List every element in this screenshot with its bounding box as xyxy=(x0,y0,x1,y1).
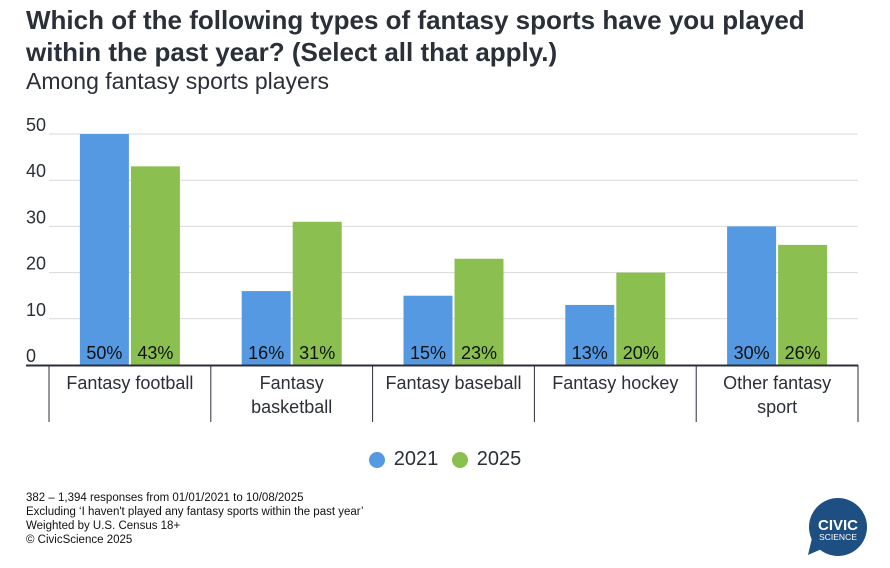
bar-2025-1 xyxy=(292,221,342,365)
x-tick-label-1-line1: basketball xyxy=(251,397,332,417)
gridlines xyxy=(49,133,858,320)
legend-item-2025[interactable]: 2025 xyxy=(451,448,522,471)
y-tick-label-20: 20 xyxy=(26,254,46,274)
bars xyxy=(79,134,828,365)
bar-2025-3 xyxy=(616,272,666,365)
bar-label-2025-4: 26% xyxy=(785,343,821,363)
bar-2021-2 xyxy=(403,295,453,365)
y-tick-label-50: 50 xyxy=(26,115,46,135)
bar-label-2025-3: 20% xyxy=(623,343,659,363)
x-axis: Fantasy football Fantasy basketball Fantasy… xyxy=(26,364,859,422)
civicscience-logo-icon: CIVIC SCIENCE xyxy=(808,498,867,556)
footnote-exclusion: Excluding ‘I haven't played any fantasy … xyxy=(26,506,364,518)
bar-labels: 50% 43% 16% 31% 15% 23% 13% 20% 30% 26% xyxy=(86,343,820,363)
legend-label-2025: 2025 xyxy=(476,448,522,470)
logo-text-civic: CIVIC xyxy=(818,517,858,534)
legend-item-2021[interactable]: 2021 xyxy=(368,448,439,471)
x-tick-label-3: Fantasy hockey xyxy=(552,373,678,393)
chart-title: Which of the following types of fantasy … xyxy=(26,5,805,67)
bar-label-2021-4: 30% xyxy=(734,343,770,363)
bar-label-2021-2: 15% xyxy=(410,343,446,363)
bar-label-2025-2: 23% xyxy=(461,343,497,363)
bar-2025-4 xyxy=(778,244,828,365)
legend: 2021 2025 xyxy=(0,448,890,474)
bar-label-2021-1: 16% xyxy=(248,343,284,363)
y-tick-label-30: 30 xyxy=(26,207,46,227)
x-tick-label-4-line0: Other fantasy xyxy=(723,373,831,393)
chart-subtitle: Among fantasy sports players xyxy=(26,68,329,94)
logo-text-science: SCIENCE xyxy=(819,532,857,542)
footnote-copyright: © CivicScience 2025 xyxy=(26,534,133,546)
legend-swatch-2025 xyxy=(451,451,468,468)
bar-2021-4 xyxy=(727,226,777,365)
bar-2021-1 xyxy=(241,291,291,365)
bar-2021-0 xyxy=(79,134,129,365)
y-axis-ticks: 0 10 20 30 40 50 xyxy=(26,115,46,366)
bar-2021-3 xyxy=(565,304,615,365)
bar-chart: 0 10 20 30 40 50 50% 43% 16% 31% 15% 23% 13% 20% 30% 2… xyxy=(26,115,859,422)
footnotes: 382 – 1,394 responses from 01/01/2021 to… xyxy=(26,491,364,547)
legend-label-2021: 2021 xyxy=(393,448,439,470)
x-tick-label-2: Fantasy baseball xyxy=(385,373,521,393)
y-tick-label-10: 10 xyxy=(26,300,46,320)
y-tick-label-40: 40 xyxy=(26,161,46,181)
bar-2025-0 xyxy=(130,166,180,365)
y-tick-label-0: 0 xyxy=(26,346,36,366)
bar-label-2021-3: 13% xyxy=(572,343,608,363)
x-tick-label-0: Fantasy football xyxy=(66,373,193,393)
x-tick-label-1-line0: Fantasy xyxy=(260,373,324,393)
footnote-responses: 382 – 1,394 responses from 01/01/2021 to… xyxy=(26,492,304,504)
bar-label-2025-0: 43% xyxy=(137,343,173,363)
bar-2025-2 xyxy=(454,258,504,365)
bar-label-2025-1: 31% xyxy=(299,343,335,363)
bar-label-2021-0: 50% xyxy=(86,343,122,363)
x-tick-label-4-line1: sport xyxy=(757,397,797,417)
legend-swatch-2021 xyxy=(368,451,385,468)
footnote-weighting: Weighted by U.S. Census 18+ xyxy=(26,520,181,532)
